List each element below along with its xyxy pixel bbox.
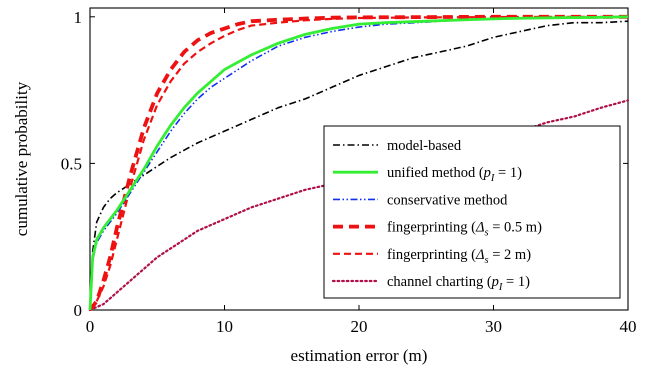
y-tick-label: 1 xyxy=(74,8,83,27)
legend-label-0: model-based xyxy=(387,138,462,154)
x-tick-label: 0 xyxy=(86,317,95,336)
legend-items: model-based unified method (pI = 1) conser… xyxy=(331,138,542,293)
series-line-1 xyxy=(88,15,629,311)
x-axis-label: estimation error (m) xyxy=(291,346,428,365)
y-axis-label: cumulative probability xyxy=(12,81,31,236)
legend-box xyxy=(323,125,621,299)
legend-label-5: channel charting (pI = 1) xyxy=(387,274,530,293)
legend: model-based unified method (pI = 1) conser… xyxy=(323,125,621,299)
tick-labels: 0 10 20 30 40 0 0.5 1 xyxy=(61,8,637,336)
legend-label-2: conservative method xyxy=(387,192,508,208)
series-line-3 xyxy=(88,14,628,312)
series-line-0 xyxy=(89,20,629,311)
x-tick-label: 10 xyxy=(216,317,233,336)
x-tick-label: 30 xyxy=(485,317,502,336)
x-tick-label: 20 xyxy=(351,317,368,336)
legend-label-3: fingerprinting (Δs = 0.5 m) xyxy=(387,220,542,239)
y-tick-label: 0.5 xyxy=(61,154,82,173)
legend-label-4: fingerprinting (Δs = 2 m) xyxy=(387,247,531,266)
y-tick-label: 0 xyxy=(74,301,83,320)
legend-label-1: unified method (pI = 1) xyxy=(387,165,522,184)
x-tick-label: 40 xyxy=(620,317,637,336)
